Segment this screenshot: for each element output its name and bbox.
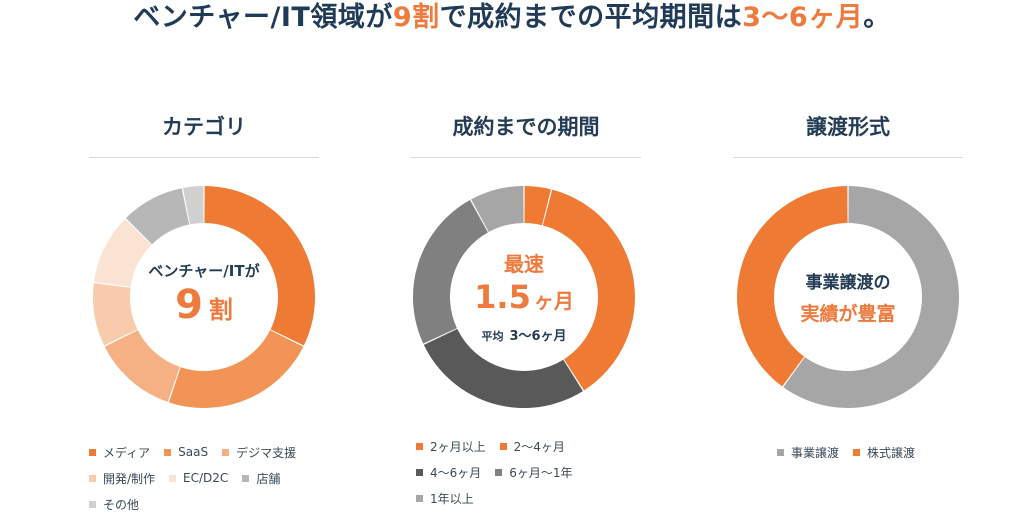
legend-item: 6ヶ月〜1年: [495, 459, 573, 485]
panel-title-transfer: 譲渡形式: [806, 115, 890, 139]
center-label-period: 最速 1.5 ヶ月 平均 3〜6ヶ月: [444, 248, 604, 344]
slice-3-1: [783, 186, 959, 408]
legend-label: EC/D2C: [183, 471, 229, 485]
headline-part-3: 。: [863, 2, 891, 33]
legend-item: 2ヶ月以上: [416, 433, 486, 459]
headline-highlight-1: 9割: [392, 2, 440, 33]
legend-label: その他: [103, 497, 140, 512]
legend-period: 2ヶ月以上 2〜4ヶ月 4〜6ヶ月 6ヶ月〜1年 1年以上: [416, 433, 656, 511]
legend-label: 店舗: [256, 471, 281, 486]
panel-title-category: カテゴリ: [162, 115, 246, 139]
legend-swatch: [416, 468, 423, 476]
slice-2-5: [471, 186, 524, 232]
slice-3-2: [737, 186, 848, 387]
legend-item: 事業譲渡: [777, 439, 839, 465]
legend-swatch: [416, 494, 423, 502]
panel-title-period: 成約までの期間: [452, 115, 600, 139]
donut-chart-period: [413, 186, 635, 408]
legend-swatch: [164, 448, 172, 456]
center-period-big-number: 1.5: [474, 278, 531, 316]
legend-item: 店舗: [242, 465, 280, 491]
legend-swatch: [89, 474, 96, 482]
panel-period: 成約までの期間: [411, 108, 641, 158]
legend-item: 開発/制作: [89, 465, 155, 491]
legend-label: SaaS: [178, 445, 209, 459]
center-label-transfer: 事業譲渡の 実績が豊富: [768, 268, 928, 326]
slice-1-7: [182, 186, 204, 225]
slice-2-3: [423, 328, 583, 408]
headline-part-2: で成約までの平均期間は: [439, 2, 743, 33]
legend-swatch: [853, 448, 861, 456]
slice-1-3: [104, 330, 180, 402]
legend-label: デジマ支援: [236, 445, 297, 460]
panel-divider: [733, 157, 963, 158]
legend-item: 2〜4ヶ月: [499, 433, 565, 459]
legend-item: 4〜6ヶ月: [416, 459, 481, 485]
legend-swatch: [222, 448, 230, 456]
legend-label: 開発/制作: [103, 471, 156, 486]
legend-swatch: [416, 442, 423, 450]
center-period-big-unit: ヶ月: [533, 289, 574, 313]
center-category-big-unit: 割: [208, 296, 233, 324]
legend-label: 株式譲渡: [867, 445, 916, 460]
panel-divider: [411, 157, 641, 158]
legend-item: その他: [89, 491, 139, 517]
legend-transfer: 事業譲渡 株式譲渡: [777, 439, 977, 465]
center-category-big-number: 9: [175, 282, 203, 328]
slice-1-1: [204, 186, 315, 346]
legend-item: メディア: [89, 439, 150, 465]
panel-transfer: 譲渡形式: [733, 108, 963, 158]
headline: ベンチャー/IT領域が9割で成約までの平均期間は3〜6ヶ月。: [0, 0, 1024, 40]
slice-2-2: [542, 189, 635, 391]
slice-1-2: [168, 330, 304, 408]
panel-divider: [89, 157, 319, 158]
slice-1-4: [93, 283, 138, 346]
slice-1-5: [94, 218, 152, 287]
panel-category: カテゴリ: [89, 108, 319, 158]
center-category-line1: ベンチャー/ITが: [148, 262, 260, 280]
donut-chart-category: [93, 186, 315, 408]
headline-part-1: ベンチャー/IT領域が: [133, 2, 393, 33]
legend-item: EC/D2C: [169, 465, 228, 491]
legend-swatch: [169, 474, 177, 482]
legend-swatch: [89, 448, 96, 456]
legend-swatch: [777, 448, 784, 456]
center-period-sub: 平均 3〜6ヶ月: [444, 325, 604, 344]
legend-label: 1年以上: [430, 491, 474, 506]
slice-1-6: [125, 188, 190, 245]
legend-swatch: [89, 500, 96, 508]
center-period-sub-value: 3〜6ヶ月: [509, 329, 567, 344]
legend-label: 6ヶ月〜1年: [509, 465, 573, 480]
slice-2-1: [524, 186, 551, 226]
legend-label: メディア: [103, 445, 151, 460]
legend-swatch: [242, 474, 250, 482]
donut-chart-transfer: [737, 186, 959, 408]
legend-category: メディア SaaS デジマ支援開発/制作 EC/D2C 店舗その他: [89, 439, 329, 517]
legend-label: 4〜6ヶ月: [430, 465, 482, 480]
legend-label: 2〜4ヶ月: [513, 439, 565, 454]
slice-2-4: [413, 200, 488, 344]
center-transfer-line1: 事業譲渡の: [805, 273, 891, 293]
headline-highlight-2: 3〜6ヶ月: [742, 2, 864, 33]
legend-item: SaaS: [164, 439, 208, 465]
legend-item: デジマ支援: [222, 439, 296, 465]
legend-label: 2ヶ月以上: [430, 439, 486, 454]
legend-swatch: [499, 442, 507, 450]
center-period-line1: 最速: [504, 252, 544, 276]
legend-item: 1年以上: [416, 485, 474, 511]
legend-label: 事業譲渡: [791, 445, 840, 460]
center-period-big: 1.5 ヶ月: [444, 277, 604, 323]
legend-item: 株式譲渡: [853, 439, 915, 465]
center-period-sub-label: 平均: [481, 330, 504, 343]
center-transfer-line2: 実績が豊富: [800, 303, 896, 325]
legend-swatch: [495, 468, 503, 476]
